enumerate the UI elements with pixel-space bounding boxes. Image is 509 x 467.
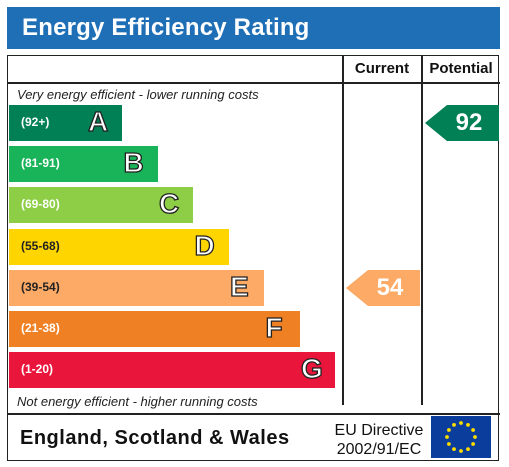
band-range-label: (39-54) <box>21 279 60 294</box>
header-banner: Energy Efficiency Rating <box>7 7 500 49</box>
band-d: (55-68) D <box>9 228 229 265</box>
eu-directive-label: EU Directive 2002/91/EC <box>327 421 431 459</box>
band-letter: G <box>300 353 323 385</box>
band-a: (92+) A <box>9 105 122 141</box>
band-letter: A <box>87 105 109 137</box>
inefficient-caption: Not energy efficient - higher running co… <box>17 394 258 409</box>
header-divider <box>8 82 500 84</box>
eu-star-icon <box>447 442 451 446</box>
column-divider <box>342 56 344 405</box>
eu-star-icon <box>452 423 456 427</box>
potential-rating-arrow: 92 <box>425 105 499 141</box>
eu-star-icon <box>459 421 463 425</box>
band-g: (1-20) G <box>9 352 335 389</box>
column-divider <box>421 56 423 405</box>
current-rating-value: 54 <box>376 273 404 301</box>
eu-flag-icon <box>431 416 491 458</box>
eu-stars <box>445 421 477 453</box>
eu-star-icon <box>473 435 477 439</box>
country-label: England, Scotland & Wales <box>20 427 290 449</box>
band-b: (81-91) B <box>9 146 158 183</box>
potential-column-header: Potential <box>429 60 493 77</box>
band-range-label: (1-20) <box>21 362 54 377</box>
band-letter: E <box>229 270 249 302</box>
directive-line-2: 2002/91/EC <box>336 441 422 458</box>
band-range-label: (69-80) <box>21 197 60 212</box>
band-e: (39-54) E <box>9 269 264 306</box>
band-range-label: (21-38) <box>21 321 60 335</box>
footer-divider <box>8 413 500 415</box>
band-letter: B <box>123 147 145 179</box>
potential-arrow-shape <box>425 105 499 141</box>
eu-star-icon <box>447 428 451 432</box>
band-letter: D <box>194 229 216 261</box>
band-f: (21-38) F <box>9 311 300 347</box>
band-range-label: (55-68) <box>21 238 60 253</box>
current-arrow-shape <box>346 269 420 306</box>
eu-star-icon <box>471 428 475 432</box>
eu-star-icon <box>471 442 475 446</box>
rating-frame: Current Potential Very energy efficient … <box>7 55 500 461</box>
band-range-label: (81-91) <box>21 156 60 171</box>
eu-star-icon <box>452 447 456 451</box>
eu-star-icon <box>466 447 470 451</box>
band-letter: C <box>158 188 180 220</box>
band-range-label: (92+) <box>21 115 50 129</box>
current-column-header: Current <box>354 60 410 77</box>
band-c: (69-80) C <box>9 187 193 224</box>
eu-star-icon <box>466 423 470 427</box>
band-letter: F <box>265 311 283 343</box>
potential-rating-value: 92 <box>455 109 483 136</box>
directive-line-1: EU Directive <box>334 422 424 439</box>
efficient-caption: Very energy efficient - lower running co… <box>17 87 259 102</box>
chart-title: Energy Efficiency Rating <box>22 14 310 41</box>
eu-star-icon <box>459 449 463 453</box>
eu-star-icon <box>445 435 449 439</box>
current-rating-arrow: 54 <box>346 269 420 306</box>
